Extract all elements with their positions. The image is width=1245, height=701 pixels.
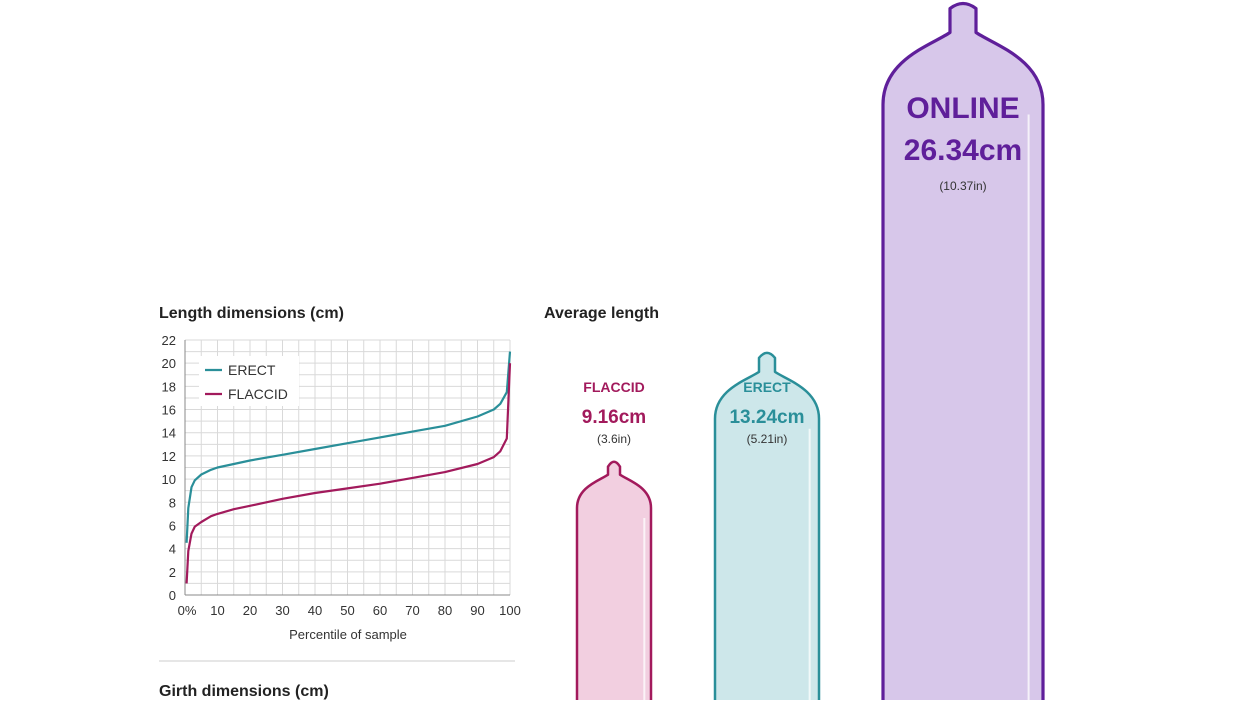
flaccid-inches: (3.6in) <box>597 432 631 446</box>
online-label: ONLINE <box>906 92 1019 125</box>
erect-inches: (5.21in) <box>747 432 788 446</box>
flaccid-value: 9.16cm <box>582 407 646 428</box>
flaccid-bar <box>575 460 653 700</box>
online-bar <box>881 1 1045 700</box>
line-chart-title: Length dimensions (cm) <box>159 305 344 322</box>
online-value: 26.34cm <box>904 134 1022 167</box>
flaccid-label: FLACCID <box>583 379 644 395</box>
avg-chart-title: Average length <box>544 305 659 322</box>
erect-bar <box>713 351 821 700</box>
online-inches: (10.37in) <box>939 179 986 193</box>
erect-label: ERECT <box>743 379 791 395</box>
erect-value: 13.24cm <box>729 407 804 428</box>
girth-chart-title: Girth dimensions (cm) <box>159 683 329 700</box>
